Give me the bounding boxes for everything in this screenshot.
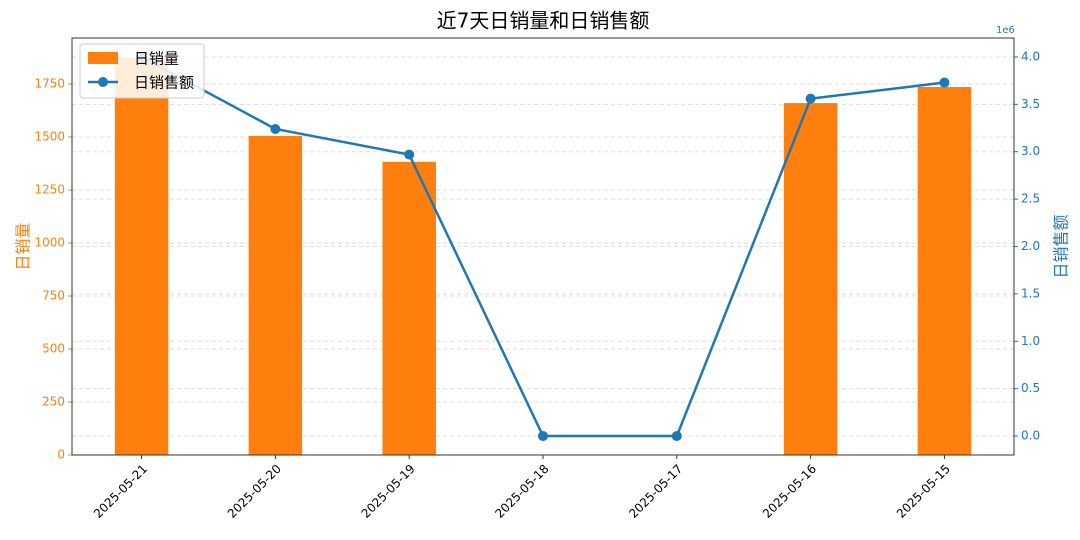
bar [783, 103, 838, 455]
x-tick-label: 2025-05-21 [91, 462, 150, 521]
bar [114, 57, 169, 456]
x-tick-label: 2025-05-20 [225, 462, 284, 521]
y2-tick-label: 1.0 [1021, 334, 1040, 348]
y-tick-label: 1750 [34, 77, 65, 91]
line-point [671, 431, 682, 442]
y2-tick-label: 2.5 [1021, 192, 1040, 206]
bar [917, 86, 972, 455]
legend-label: 日销量 [134, 50, 179, 68]
y-axis-label: 日销量 [14, 222, 33, 270]
x-tick-label: 2025-05-17 [626, 462, 685, 521]
line-point [805, 93, 816, 104]
bar [382, 161, 436, 455]
y-tick-label: 1250 [34, 183, 65, 197]
y2-tick-label: 0.0 [1021, 429, 1040, 443]
y-tick-label: 0 [57, 448, 65, 462]
y2-axis-label: 日销售额 [1052, 214, 1071, 278]
y2-tick-label: 2.0 [1021, 239, 1040, 253]
y2-tick-label: 3.0 [1021, 144, 1040, 158]
legend-label: 日销售额 [134, 74, 194, 92]
line-point [404, 149, 415, 160]
y-tick-label: 250 [42, 395, 65, 409]
line-point [939, 77, 950, 88]
y2-tick-label: 4.0 [1021, 49, 1040, 63]
y2-offset: 1e6 [996, 25, 1015, 36]
legend-swatch [88, 52, 118, 64]
y2-tick-label: 1.5 [1021, 286, 1040, 300]
legend-swatch [98, 77, 108, 87]
chart-title: 近7天日销量和日销售额 [437, 9, 650, 33]
y-tick-label: 500 [42, 342, 65, 356]
plot-frame [71, 37, 1015, 456]
line-point [270, 123, 281, 134]
x-tick-label: 2025-05-16 [760, 462, 819, 521]
y2-tick-label: 0.5 [1021, 381, 1040, 395]
y-tick-label: 750 [42, 289, 65, 303]
y2-tick-label: 3.5 [1021, 97, 1040, 111]
x-tick-label: 2025-05-15 [894, 462, 953, 521]
x-tick-label: 2025-05-18 [492, 462, 551, 521]
x-tick-label: 2025-05-19 [359, 462, 418, 521]
line-point [538, 431, 548, 442]
bar [248, 135, 303, 455]
y-tick-label: 1000 [34, 236, 65, 250]
y-tick-label: 1500 [34, 130, 65, 144]
